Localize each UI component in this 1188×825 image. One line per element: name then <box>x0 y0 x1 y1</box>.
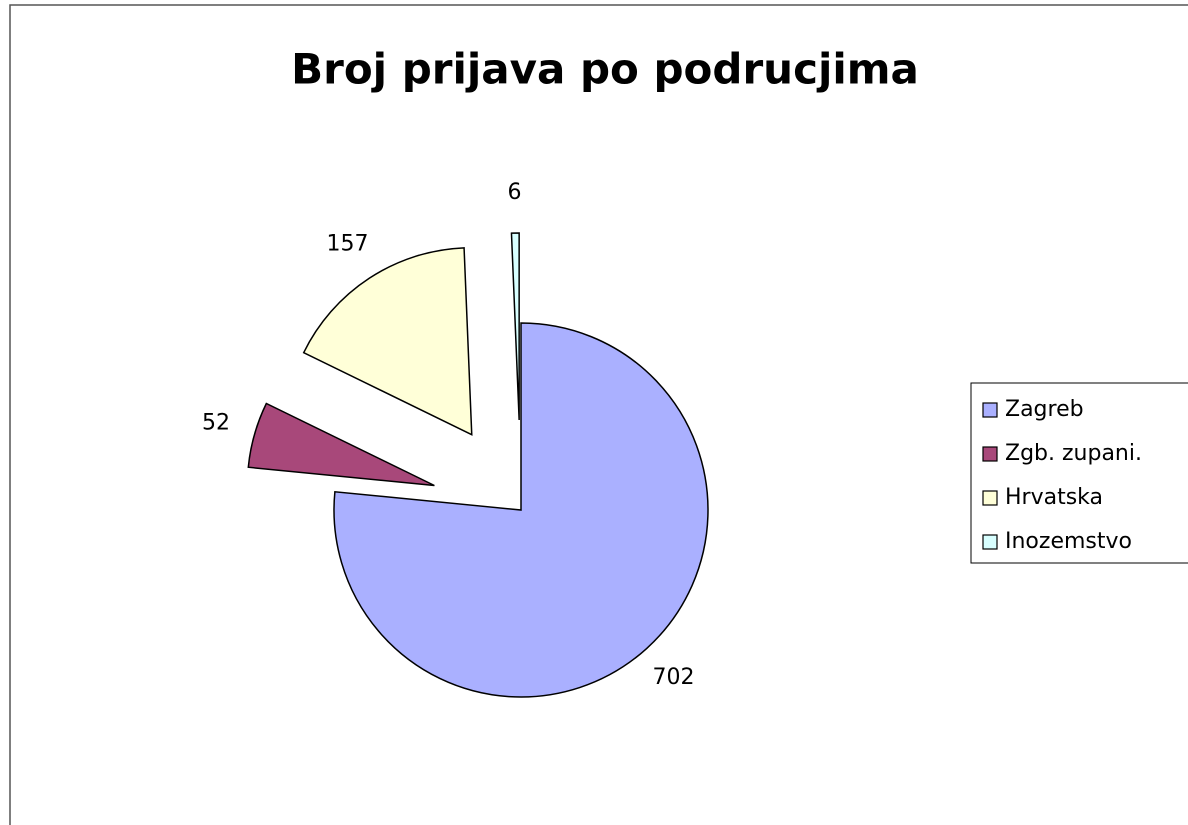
data-label: 157 <box>327 232 369 257</box>
legend-swatch <box>982 534 998 550</box>
pie-slice <box>510 232 520 421</box>
legend-swatch <box>982 446 998 462</box>
legend-swatch <box>982 402 998 418</box>
legend-label: Zgb. zupani. <box>1005 441 1142 466</box>
data-label: 52 <box>202 411 230 436</box>
pie-slice <box>302 247 473 436</box>
legend-label: Zagreb <box>1005 397 1084 422</box>
data-label: 702 <box>652 665 694 690</box>
data-label: 6 <box>507 180 521 205</box>
legend-box <box>970 382 1188 564</box>
pie-slice <box>247 402 435 487</box>
pie-slice <box>333 322 709 698</box>
chart-title: Broj prijava po podrucjima <box>291 45 919 94</box>
legend-label: Hrvatska <box>1005 485 1103 510</box>
legend-label: Inozemstvo <box>1005 529 1132 554</box>
chart-border <box>9 4 1188 825</box>
legend-swatch <box>982 490 998 506</box>
